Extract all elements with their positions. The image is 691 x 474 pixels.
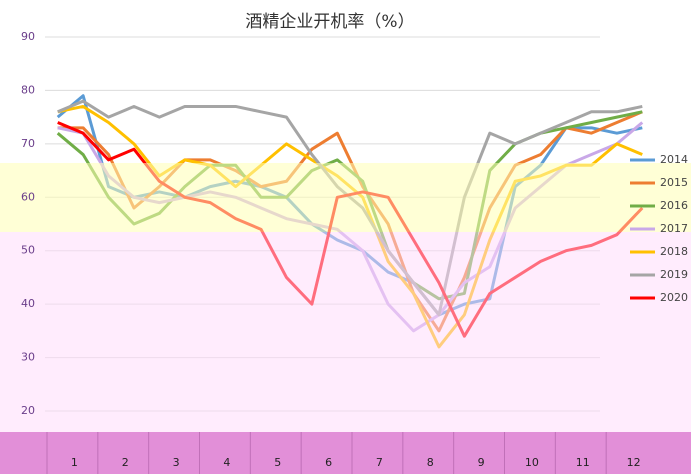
x-tick-label: 12 xyxy=(627,456,641,469)
legend-label: 2016 xyxy=(660,199,688,212)
legend-label: 2020 xyxy=(660,291,688,304)
y-tick-label: 70 xyxy=(21,137,35,150)
x-tick-label: 4 xyxy=(223,456,230,469)
y-tick-label: 60 xyxy=(21,190,35,203)
y-tick-label: 50 xyxy=(21,244,35,257)
x-tick-label: 5 xyxy=(274,456,281,469)
legend-label: 2014 xyxy=(660,153,688,166)
x-tick-label: 9 xyxy=(478,456,485,469)
x-tick-label: 1 xyxy=(71,456,78,469)
legend-label: 2018 xyxy=(660,245,688,258)
y-tick-label: 20 xyxy=(21,404,35,417)
x-tick-label: 6 xyxy=(325,456,332,469)
y-tick-label: 30 xyxy=(21,351,35,364)
legend-label: 2015 xyxy=(660,176,688,189)
legend-label: 2017 xyxy=(660,222,688,235)
x-tick-label: 11 xyxy=(576,456,590,469)
legend-label: 2019 xyxy=(660,268,688,281)
x-tick-label: 2 xyxy=(122,456,129,469)
chart-title: 酒精企业开机率（%） xyxy=(245,12,414,32)
overlay-region xyxy=(0,232,691,432)
x-tick-label: 3 xyxy=(173,456,180,469)
y-tick-label: 80 xyxy=(21,83,35,96)
x-tick-label: 10 xyxy=(525,456,539,469)
x-tick-label: 8 xyxy=(427,456,434,469)
highlight-band xyxy=(0,163,691,232)
y-tick-label: 90 xyxy=(21,30,35,43)
x-tick-label: 7 xyxy=(376,456,383,469)
month-bar xyxy=(0,432,691,474)
y-tick-label: 40 xyxy=(21,297,35,310)
